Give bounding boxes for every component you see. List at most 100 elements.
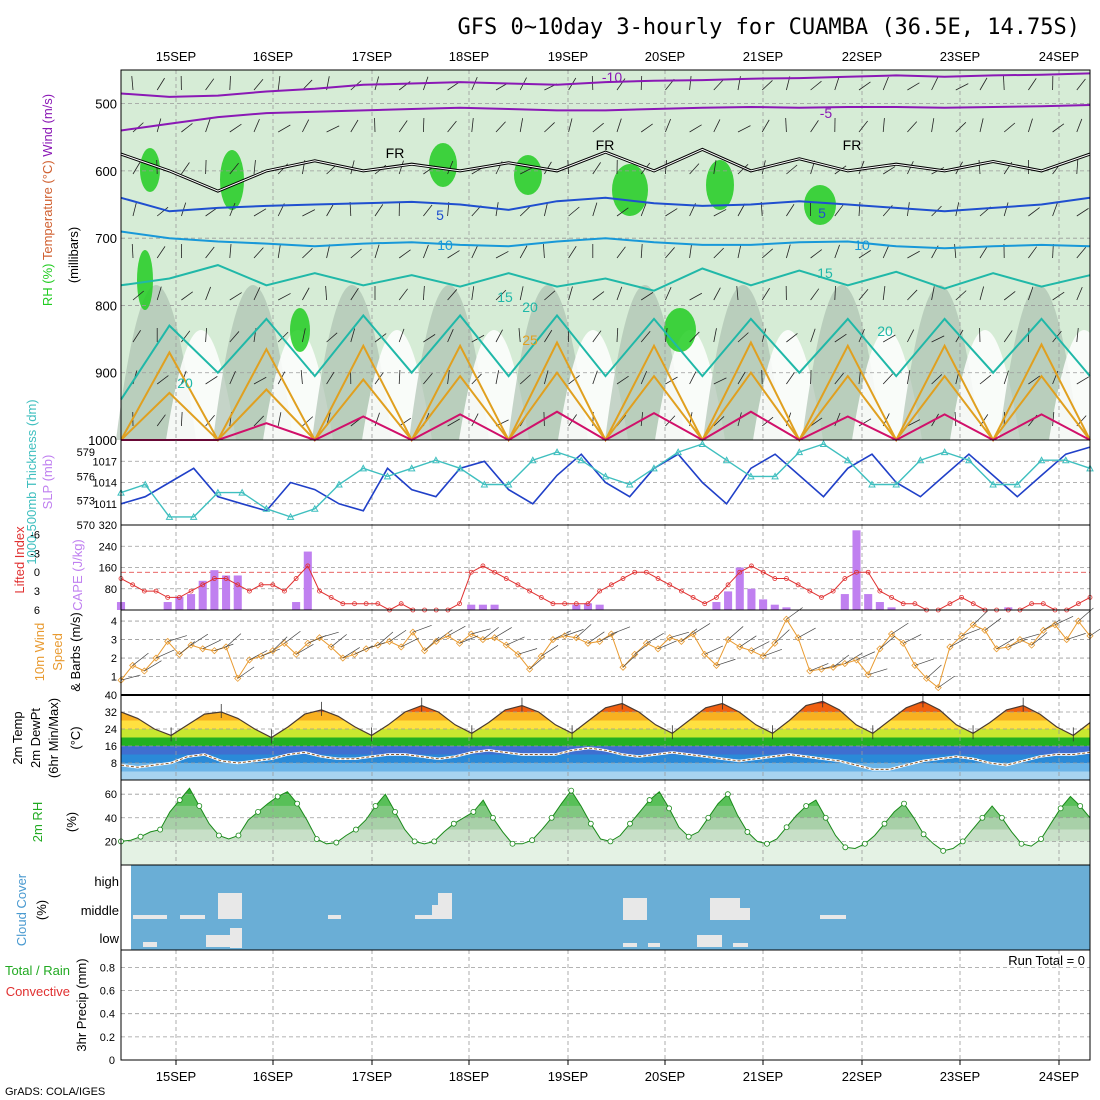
wind-speed-marker — [677, 637, 685, 645]
wind-barb — [519, 118, 524, 133]
wind-barb — [544, 290, 556, 301]
wind-barb — [592, 122, 604, 133]
isotherm-label: 5 — [818, 205, 826, 221]
rh-tick: 20 — [105, 836, 117, 848]
wind-barb — [302, 119, 310, 133]
cape-bar — [163, 602, 172, 610]
isotherm-label: 20 — [877, 323, 893, 339]
thickness-marker — [965, 456, 973, 464]
rh-marker — [333, 839, 340, 846]
thickness-tick: 576 — [77, 471, 95, 483]
wind-speed-marker — [129, 661, 137, 670]
wind-barb — [326, 332, 338, 343]
wind-barb — [713, 247, 724, 259]
rh-marker — [431, 838, 438, 845]
wind-barb — [616, 207, 629, 217]
wind-barb — [495, 370, 500, 385]
cloud-patch — [328, 915, 341, 919]
wind-barb — [891, 622, 909, 635]
rh-marker — [764, 840, 770, 847]
cloud-patch — [623, 943, 637, 947]
cloud-patch — [432, 905, 440, 919]
cape-bar — [887, 607, 896, 610]
wind-barb — [205, 376, 218, 385]
axis-label-part: Lifted Index — [12, 526, 27, 594]
lifted-index-marker — [340, 601, 346, 607]
top-date-label: 23SEP — [940, 49, 980, 64]
wind-barb — [1028, 246, 1037, 259]
wind-speed-marker — [432, 637, 440, 645]
wind-barb — [665, 287, 672, 301]
wind-speed-line — [120, 618, 1091, 689]
wind-barb — [277, 76, 281, 91]
temperature-tick: 16 — [105, 741, 117, 753]
wind-barb — [544, 122, 555, 133]
wind-barb — [471, 413, 479, 427]
wind-barb — [519, 374, 531, 385]
isotherm-label: 20 — [522, 299, 538, 315]
rh-marker — [274, 793, 281, 800]
wind-barb — [326, 203, 334, 217]
cloud-level-label: high — [94, 874, 119, 889]
wind-barb — [689, 331, 700, 343]
wind-barb — [640, 331, 651, 343]
wind-barb — [809, 663, 829, 672]
wind-speed-marker — [479, 635, 487, 644]
freezing-level-label: FR — [843, 137, 862, 153]
wind-barb — [834, 333, 847, 343]
wind-barb — [832, 654, 850, 668]
lifted-index-marker — [305, 563, 311, 569]
thickness-marker — [650, 464, 658, 472]
wind-barb — [810, 417, 823, 427]
wind-barb — [883, 334, 896, 343]
top-date-label: 24SEP — [1039, 49, 1079, 64]
wind-barb — [611, 626, 631, 635]
lifted-index-marker — [889, 595, 894, 600]
wind-barb — [253, 208, 267, 217]
wind-barb — [1052, 243, 1054, 259]
wind-barb — [229, 123, 242, 133]
wind-barb — [1089, 628, 1100, 637]
wind-barb — [882, 373, 894, 385]
axis-label-part: (millibars) — [66, 227, 81, 283]
wind-panel: 1 2 3 4 10m Wind Speed & Barbs (m/s) — [32, 607, 1100, 696]
lifted-index-marker — [258, 582, 264, 588]
lifted-index-marker — [947, 601, 953, 607]
axis-label-part: (°C) — [68, 726, 83, 749]
thickness-marker — [916, 456, 925, 464]
wind-barb — [374, 412, 380, 427]
wind-barb — [786, 244, 791, 259]
wind-barb — [907, 289, 918, 301]
wind-barb — [342, 647, 360, 659]
wind-barb — [973, 610, 988, 626]
wind-barb — [689, 292, 703, 301]
thickness-marker — [262, 504, 271, 512]
wind-barb — [786, 164, 798, 175]
isotherm-label: 25 — [522, 332, 538, 348]
wind-barb — [302, 79, 313, 91]
wind-barb — [325, 286, 327, 301]
rh-marker — [137, 833, 144, 840]
rh-moist-blob — [706, 160, 734, 210]
wind-barb — [931, 118, 935, 133]
wind-barb — [1076, 208, 1089, 217]
precip-ylabel-total: Total / Rain — [5, 963, 70, 978]
wind-barb — [495, 289, 507, 301]
wind-barb — [786, 204, 795, 217]
cape-bar — [759, 599, 768, 610]
wind-barb — [955, 121, 967, 133]
wind-speed-marker — [164, 637, 172, 645]
lifted-index-marker — [130, 582, 136, 588]
wind-barb — [996, 638, 1015, 650]
wind-barb — [810, 328, 816, 343]
wind-barb — [689, 244, 692, 259]
wind-barb — [1028, 207, 1040, 217]
rh-moist-blob — [220, 150, 244, 210]
cape-bar — [735, 567, 744, 610]
wind-barb — [506, 636, 525, 646]
cape-bar — [572, 604, 581, 610]
wind-barb — [543, 244, 545, 259]
lifted-index-marker — [200, 582, 206, 588]
